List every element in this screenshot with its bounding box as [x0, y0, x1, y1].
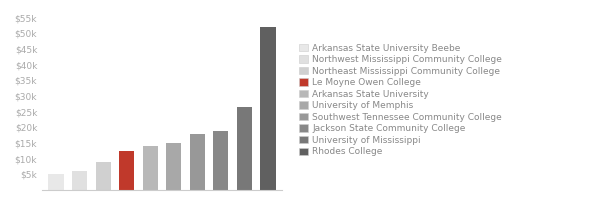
- Bar: [213, 131, 229, 190]
- Bar: [260, 27, 275, 190]
- Bar: [72, 171, 87, 190]
- Bar: [190, 134, 205, 190]
- Bar: [119, 151, 134, 190]
- Bar: [166, 143, 181, 190]
- Legend: Arkansas State University Beebe, Northwest Mississippi Community College, Northe: Arkansas State University Beebe, Northwe…: [299, 44, 502, 156]
- Bar: [49, 174, 64, 190]
- Bar: [95, 162, 111, 190]
- Bar: [237, 107, 252, 190]
- Bar: [143, 146, 158, 190]
